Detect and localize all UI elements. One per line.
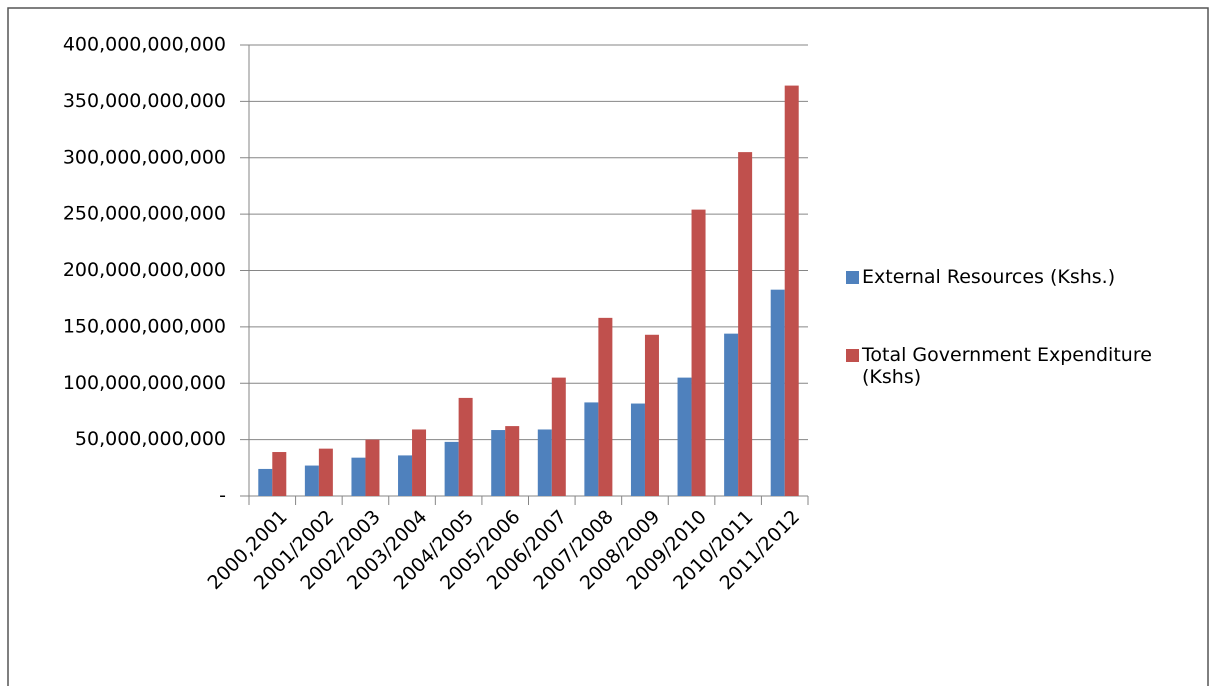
- bar: [770, 289, 785, 496]
- legend-label: External Resources (Kshs.): [862, 266, 1116, 288]
- bar: [412, 429, 427, 496]
- bar: [551, 377, 566, 496]
- bar: [365, 439, 380, 496]
- bar: [537, 429, 552, 496]
- bar: [738, 152, 753, 497]
- bar: [398, 455, 413, 496]
- legend-swatch: [846, 271, 859, 284]
- bar: [351, 457, 366, 496]
- chart-frame: [7, 7, 1209, 686]
- y-tick-label: -: [219, 485, 226, 507]
- bar: [598, 317, 613, 496]
- bar: [491, 430, 506, 496]
- legend: External Resources (Kshs.) Total Governme…: [846, 266, 1196, 444]
- bar: [505, 426, 520, 496]
- y-tick-label: 150,000,000,000: [63, 315, 226, 337]
- bar: [444, 441, 459, 496]
- bar: [644, 334, 659, 496]
- y-tick-label: 400,000,000,000: [63, 34, 226, 56]
- legend-item: External Resources (Kshs.): [846, 266, 1196, 288]
- bar: [630, 403, 645, 496]
- bar: [677, 377, 692, 496]
- y-tick-label: 350,000,000,000: [63, 90, 226, 112]
- bar: [304, 465, 319, 496]
- legend-label: Total Government Expenditure (Kshs): [862, 344, 1152, 388]
- bar: [272, 452, 287, 496]
- y-tick-label: 300,000,000,000: [63, 146, 226, 168]
- y-tick-label: 100,000,000,000: [63, 372, 226, 394]
- y-tick-label: 50,000,000,000: [75, 428, 226, 450]
- bar: [584, 402, 599, 496]
- legend-swatch: [846, 349, 859, 362]
- y-tick-label: 250,000,000,000: [63, 203, 226, 225]
- bar: [258, 468, 273, 496]
- legend-item: Total Government Expenditure (Kshs): [846, 344, 1196, 388]
- bar: [458, 397, 473, 496]
- y-tick-label: 200,000,000,000: [63, 259, 226, 281]
- bar: [784, 85, 799, 496]
- bar: [724, 333, 739, 496]
- bar: [318, 448, 333, 496]
- bar: [691, 209, 706, 497]
